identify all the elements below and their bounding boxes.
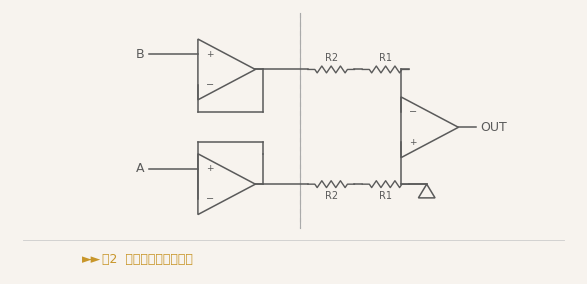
- Text: +: +: [206, 50, 213, 59]
- Text: +: +: [206, 164, 213, 174]
- Text: ►►: ►►: [82, 253, 102, 266]
- Text: R2: R2: [325, 191, 338, 201]
- Text: R2: R2: [325, 53, 338, 62]
- Text: B: B: [136, 48, 144, 61]
- Text: OUT: OUT: [480, 121, 507, 134]
- Text: −: −: [206, 80, 214, 90]
- Text: A: A: [136, 162, 144, 176]
- Text: R1: R1: [379, 53, 392, 62]
- Text: −: −: [206, 194, 214, 204]
- Text: 图2  加缓冲的差动放大器: 图2 加缓冲的差动放大器: [102, 253, 193, 266]
- Text: +: +: [409, 138, 416, 147]
- Text: R1: R1: [379, 191, 392, 201]
- Text: −: −: [409, 107, 417, 117]
